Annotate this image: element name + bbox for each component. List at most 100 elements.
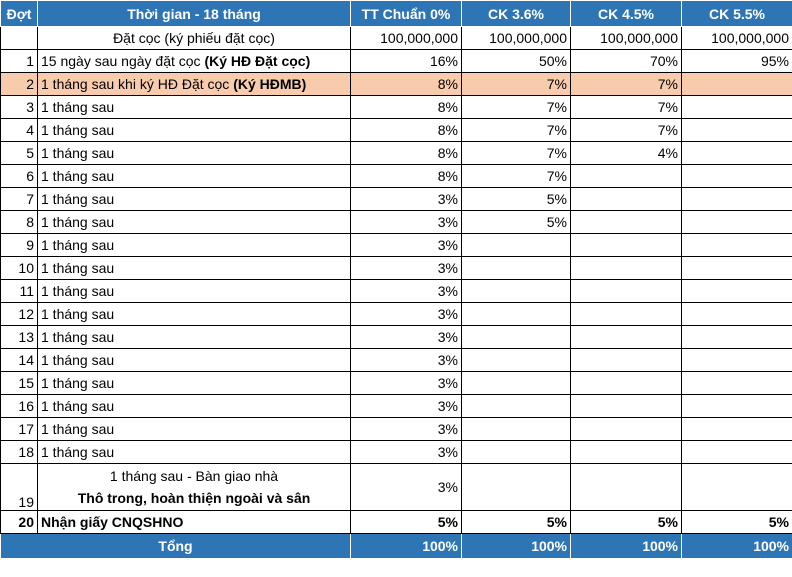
value-cell <box>681 187 792 211</box>
description-cell: 1 tháng sau <box>37 95 351 119</box>
description-cell: 1 tháng sau <box>37 440 351 464</box>
total-value: 100% <box>681 533 792 559</box>
row-number-cell: 9 <box>0 233 38 257</box>
value-cell: 3% <box>350 463 462 511</box>
value-cell <box>681 72 792 96</box>
value-cell <box>570 256 682 280</box>
installment-row: 13 1 tháng sau 3% <box>0 325 792 349</box>
value-cell: 3% <box>350 233 462 257</box>
value-cell: 3% <box>350 417 462 441</box>
header-cell: Đợt <box>0 0 38 27</box>
value-cell <box>461 279 571 303</box>
description-text: 1 tháng sau <box>41 214 115 230</box>
value-cell: 5% <box>570 510 682 534</box>
value-cell <box>570 302 682 326</box>
description-cell: 1 tháng sau khi ký HĐ Đặt cọc (Ký HĐMB) <box>37 72 351 96</box>
value-cell <box>461 256 571 280</box>
value-cell: 5% <box>461 510 571 534</box>
row-number-cell: 14 <box>0 348 38 372</box>
description-text: 1 tháng sau <box>41 191 115 207</box>
value-cell <box>681 302 792 326</box>
header-cell: CK 4.5% <box>570 0 682 27</box>
description-cell: Nhận giấy CNQSHNO <box>37 510 351 534</box>
row-number-cell: 15 <box>0 371 38 395</box>
description-text: 1 tháng sau <box>41 444 115 460</box>
value-cell <box>461 371 571 395</box>
value-cell <box>681 371 792 395</box>
description-text: 1 tháng sau <box>41 168 115 184</box>
description-text: 1 tháng sau <box>41 329 115 345</box>
value-cell: 5% <box>681 510 792 534</box>
value-cell: 95% <box>681 49 792 73</box>
value-cell <box>461 463 571 511</box>
description-text: 1 tháng sau <box>41 283 115 299</box>
description-text: 1 tháng sau <box>41 398 115 414</box>
value-cell: 8% <box>350 95 462 119</box>
value-cell <box>570 210 682 234</box>
value-cell <box>681 95 792 119</box>
value-cell: 100,000,000 <box>350 26 462 50</box>
value-cell <box>681 164 792 188</box>
value-cell: 3% <box>350 371 462 395</box>
value-cell: 7% <box>461 141 571 165</box>
description-cell: 1 tháng sau <box>37 302 351 326</box>
value-cell <box>570 187 682 211</box>
row-number-cell: 6 <box>0 164 38 188</box>
value-cell <box>681 210 792 234</box>
description-text: 1 tháng sau <box>41 352 115 368</box>
value-cell: 5% <box>461 187 571 211</box>
value-cell <box>681 256 792 280</box>
value-cell <box>461 440 571 464</box>
value-cell: 3% <box>350 302 462 326</box>
row-number-cell: 5 <box>0 141 38 165</box>
description-text: 1 tháng sau <box>41 260 115 276</box>
header-cell: CK 3.6% <box>461 0 571 27</box>
value-cell <box>570 164 682 188</box>
description-text: 15 ngày sau ngày đặt cọc <box>41 53 205 69</box>
row-number-cell: 13 <box>0 325 38 349</box>
value-cell: 3% <box>350 279 462 303</box>
value-cell: 16% <box>350 49 462 73</box>
certificate-row: 20 Nhận giấy CNQSHNO 5% 5% 5% 5% <box>0 510 792 534</box>
value-cell: 4% <box>570 141 682 165</box>
value-cell <box>570 325 682 349</box>
payment-schedule-table: Đợt Thời gian - 18 tháng TT Chuẩn 0% CK … <box>0 0 792 559</box>
description-cell: 1 tháng sau <box>37 210 351 234</box>
value-cell: 8% <box>350 72 462 96</box>
row-number-cell: 1 <box>0 49 38 73</box>
description-cell: 1 tháng sau <box>37 371 351 395</box>
value-cell <box>681 348 792 372</box>
handover-row: 19 1 tháng sau - Bàn giao nhà Thô trong,… <box>0 463 792 511</box>
value-cell: 8% <box>350 118 462 142</box>
installment-row: 14 1 tháng sau 3% <box>0 348 792 372</box>
description-bold-text: (Ký HĐMB) <box>233 76 307 92</box>
installment-row: 18 1 tháng sau 3% <box>0 440 792 464</box>
description-cell: 1 tháng sau <box>37 256 351 280</box>
description-cell: 1 tháng sau <box>37 348 351 372</box>
total-row: Tổng 100% 100% 100% 100% <box>0 533 792 559</box>
row-number-cell: 17 <box>0 417 38 441</box>
description-line: 1 tháng sau - Bàn giao nhà <box>109 468 279 484</box>
description-cell: 1 tháng sau <box>37 279 351 303</box>
row-number-cell: 4 <box>0 118 38 142</box>
value-cell <box>461 302 571 326</box>
value-cell <box>461 394 571 418</box>
description-cell: 1 tháng sau <box>37 164 351 188</box>
row-number-cell <box>0 26 38 50</box>
value-cell <box>570 233 682 257</box>
value-cell: 7% <box>461 72 571 96</box>
row-number-cell: 10 <box>0 256 38 280</box>
row-number-cell: 3 <box>0 95 38 119</box>
total-value: 100% <box>461 533 571 559</box>
value-cell <box>570 348 682 372</box>
value-cell: 7% <box>461 95 571 119</box>
value-cell: 8% <box>350 141 462 165</box>
value-cell <box>681 440 792 464</box>
value-cell: 3% <box>350 440 462 464</box>
description-cell: 1 tháng sau <box>37 233 351 257</box>
installment-row: 11 1 tháng sau 3% <box>0 279 792 303</box>
